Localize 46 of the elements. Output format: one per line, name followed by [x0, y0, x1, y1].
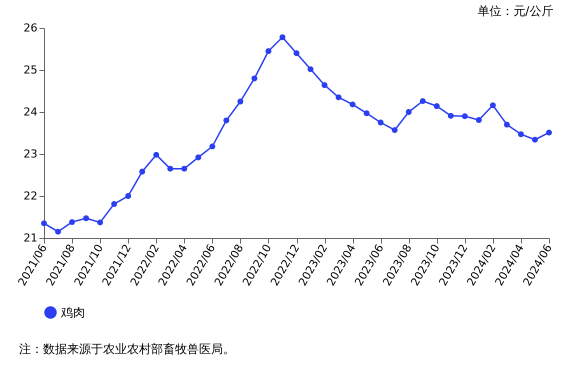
point: [336, 94, 342, 100]
point: [420, 98, 426, 104]
point: [378, 120, 384, 126]
point: [55, 228, 61, 235]
point: [406, 109, 412, 115]
point: [476, 117, 482, 123]
point: [97, 220, 104, 226]
point: [350, 101, 356, 108]
point: [490, 102, 496, 108]
y-tick-label: 22: [24, 190, 38, 202]
chart-subtitle: 单位：元/公斤: [477, 4, 554, 18]
point: [167, 166, 174, 172]
y-tick-label: 24: [24, 106, 38, 118]
point: [153, 152, 160, 158]
point: [308, 66, 314, 72]
point: [392, 127, 398, 134]
y-tick-label: 21: [24, 232, 38, 244]
point: [518, 131, 524, 138]
point: [209, 143, 216, 150]
point: [434, 103, 440, 110]
point: [139, 168, 146, 175]
y-tick-label: 25: [24, 64, 38, 76]
point: [364, 110, 370, 116]
point: [462, 113, 468, 120]
point: [322, 82, 328, 88]
point: [546, 130, 552, 136]
point: [111, 201, 118, 207]
point: [237, 98, 244, 104]
legend-label: 鸡肉: [60, 306, 85, 320]
point: [251, 75, 258, 82]
point: [504, 122, 510, 128]
y-tick-label: 26: [24, 22, 38, 34]
y-tick-label: 23: [24, 148, 38, 160]
text: 注：数据来源于农业农村部畜牧兽医局。: [19, 342, 235, 356]
point: [280, 34, 286, 40]
point: [223, 117, 230, 124]
point: [195, 154, 202, 160]
point: [69, 219, 76, 225]
point: [448, 112, 454, 119]
point: [532, 136, 538, 143]
point: [294, 50, 300, 56]
point: [265, 48, 272, 54]
point: [181, 166, 188, 172]
point: [83, 215, 90, 222]
point: [41, 220, 47, 226]
point: [125, 193, 132, 199]
